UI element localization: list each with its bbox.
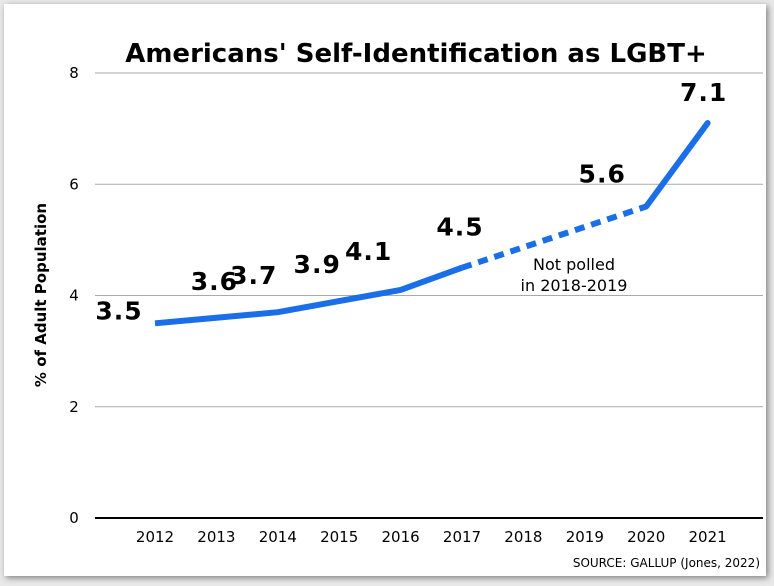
y-axis-label: % of Adult Population [32,203,50,387]
data-label: 7.1 [680,78,727,107]
y-tick-label: 6 [69,175,79,193]
data-labels: 3.5 3.63.7 3.9 4.1 4.5 5.6 7.1 [95,78,727,325]
y-tick-label: 4 [69,287,79,305]
data-label: 3.5 [95,296,142,325]
y-tick-label: 0 [69,509,79,527]
y-tick-label: 8 [69,64,79,82]
chart-title: Americans' Self-Identification as LGBT+ [125,39,707,69]
x-tick-label: 2020 [627,528,665,546]
data-label: 3.9 [294,250,341,279]
annotation-line-2: in 2018-2019 [521,276,628,295]
x-tick-label: 2012 [136,528,174,546]
data-label: 3.7 [230,261,277,290]
x-tick-label: 2017 [443,528,481,546]
data-label: 3.6 [191,267,238,296]
x-tick-label: 2021 [689,528,727,546]
data-label: 4.5 [436,213,483,242]
source-note: SOURCE: GALLUP (Jones, 2022) [573,556,760,570]
annotation-line-1: Not polled [533,255,615,274]
x-tick-label: 2019 [566,528,604,546]
line-segment-2020-2021 [643,120,711,210]
x-tick-label: 2018 [504,528,542,546]
x-tick-label: 2015 [320,528,358,546]
x-axis-ticks: 2012 2013 2014 2015 2016 2017 2018 2019 2020 2021 [136,528,727,546]
x-tick-label: 2016 [382,528,420,546]
line-segment-2012-2017 [154,264,464,327]
dashed-segment-2017-2020 [461,203,648,271]
y-axis-ticks: 0 2 4 6 8 [69,64,79,527]
line-chart: Americans' Self-Identification as LGBT+ … [32,39,763,570]
gridlines [95,72,763,519]
x-tick-label: 2013 [197,528,235,546]
series-line [154,120,711,327]
data-label: 4.1 [345,237,392,266]
data-label: 5.6 [579,160,626,189]
y-tick-label: 2 [69,398,79,416]
chart-card: Americans' Self-Identification as LGBT+ … [4,4,766,576]
x-tick-label: 2014 [259,528,297,546]
